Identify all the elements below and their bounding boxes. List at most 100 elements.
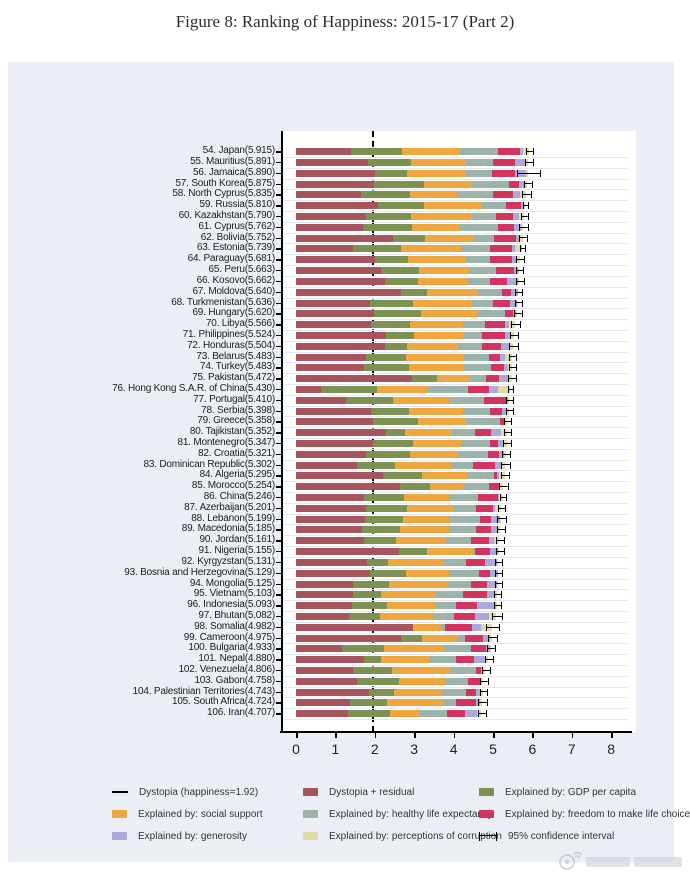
x-axis-tick-label: 2 [370,741,379,757]
confidence-interval [503,418,513,426]
y-axis-tick [276,226,282,229]
stacked-bar [296,191,526,199]
segment-health [435,602,456,610]
bar-row: 89. Macedonia(5.185) [182,523,628,537]
confidence-interval [491,612,503,620]
confidence-interval [495,548,505,556]
segment-freedom [493,191,513,199]
segment-gdp [366,504,407,512]
country-label: 88. Lebanon(5.199) [191,512,275,524]
segment-dystopia_residual [296,396,347,404]
segment-freedom [486,375,500,383]
confidence-interval [503,440,513,448]
segment-health [474,234,495,242]
segment-freedom [468,385,489,393]
segment-generosity [488,385,499,393]
segment-dystopia_residual [296,634,401,642]
segment-generosity [513,223,522,231]
bar-row: 59. Russia(5.810) [199,199,628,213]
stacked-bar [296,385,510,393]
stacked-bar [296,310,518,318]
country-label: 72. Honduras(5.504) [187,339,275,351]
bar-row: 92. Kyrgyzstan(5.131) [181,556,628,569]
segment-dystopia_residual [296,169,375,177]
country-label: 82. Croatia(5.321) [197,447,275,459]
stacked-bar [296,342,513,350]
segment-social [413,440,461,448]
segment-generosity [498,450,505,458]
segment-social [389,710,421,718]
y-axis-tick [276,615,282,618]
segment-social [404,429,452,437]
y-axis-tick [276,345,282,348]
segment-social [411,223,459,231]
segment-health [471,180,509,188]
segment-health [466,277,490,285]
segment-dystopia_residual [296,418,373,426]
segment-gdp [375,256,409,264]
segment-dystopia_residual [296,256,376,264]
segment-social [410,321,464,329]
country-label: 55. Mauritius(5.891) [190,156,275,167]
segment-generosity [473,656,485,664]
segment-gdp [353,591,382,599]
segment-gdp [399,548,427,556]
y-axis-tick [276,561,282,564]
segment-social [421,472,467,480]
y-axis-tick [276,626,282,629]
segment-dystopia_residual [296,580,353,588]
segment-social [422,634,459,642]
segment-health [463,364,491,372]
country-label: 89. Macedonia(5.185) [181,523,275,535]
confidence-interval [521,213,529,221]
x-axis-tick-label: 6 [528,741,537,757]
stacked-bar [296,461,505,469]
segment-social [396,537,447,545]
x-axis-tick [453,732,456,738]
confidence-interval [504,429,512,437]
segment-social [424,234,475,242]
segment-gdp [353,245,401,253]
segment-gdp [366,450,410,458]
legend-item: Explained by: GDP per capita [479,787,679,798]
legend-label: Explained by: freedom to make life choic… [505,808,690,820]
stacked-bar [296,321,516,329]
segment-social [430,483,463,491]
segment-dystopia_residual [296,504,367,512]
segment-dystopia_residual [296,591,353,599]
stacked-bar [296,612,497,620]
segment-health [469,375,487,383]
segment-dystopia_residual [296,223,364,231]
stacked-bar [296,634,492,642]
stacked-bar [296,504,501,512]
segment-gdp [349,699,387,707]
y-axis-tick [276,637,282,639]
segment-generosity [512,256,517,264]
segment-freedom [508,180,519,188]
segment-health [429,656,457,664]
segment-social [380,612,434,620]
stacked-bar [296,353,512,361]
segment-gdp [385,342,407,350]
confidence-interval [508,375,518,383]
segment-gdp [342,645,384,653]
segment-social [411,159,466,166]
segment-social [381,591,435,599]
segment-health [442,558,467,566]
segment-dystopia_residual [296,245,354,253]
confidence-interval [494,591,502,599]
segment-generosity [493,504,495,512]
bar-row: 91. Nigeria(5.155) [199,545,628,558]
confidence-interval [521,191,532,199]
segment-health [448,526,476,534]
segment-corruption [505,353,512,361]
segment-generosity [513,213,520,221]
segment-health [450,461,474,469]
country-label: 62. Bolivia(5.752) [200,231,275,243]
confidence-interval [499,483,509,491]
segment-social [394,688,443,696]
country-label: 64. Paraguay(5.681) [187,253,276,265]
segment-social [423,180,472,188]
segment-freedom [455,602,477,610]
y-axis-tick [276,334,282,337]
